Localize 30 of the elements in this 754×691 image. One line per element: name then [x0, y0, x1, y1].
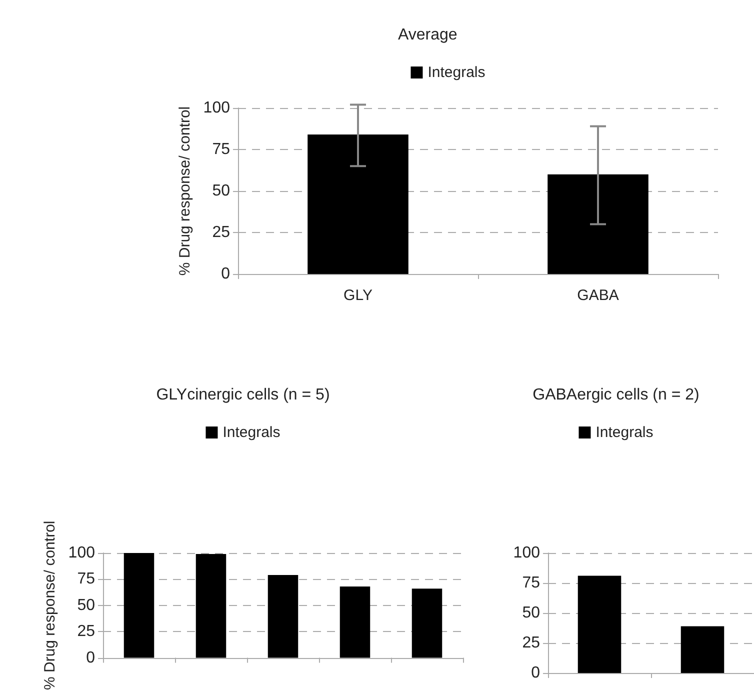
y-tick-label: 100 [68, 544, 96, 562]
y-tick-label: 25 [212, 224, 230, 241]
x-tick-label: GLY [344, 287, 372, 304]
y-tick-label: 75 [522, 574, 540, 592]
y-tick-label: 25 [77, 623, 96, 640]
x-tick-label: GABA [577, 287, 619, 304]
bar [196, 554, 226, 658]
bar [340, 586, 370, 658]
bar [124, 553, 154, 658]
y-tick-label: 0 [86, 649, 96, 666]
y-tick-label: 75 [212, 141, 230, 158]
y-tick-label: 100 [513, 544, 540, 562]
bar [268, 575, 298, 658]
legend-label: Integrals [222, 424, 280, 441]
y-axis-title: % Drug response/ control [176, 106, 194, 276]
y-tick-label: 0 [531, 664, 540, 682]
bar [412, 588, 442, 658]
chart-title: GLYcinergic cells (n = 5) [156, 386, 330, 404]
legend-label: Integrals [428, 64, 486, 81]
chart-title: GABAergic cells (n = 2) [532, 386, 700, 404]
y-tick-label: 25 [522, 634, 540, 652]
y-tick-label: 0 [221, 266, 230, 282]
legend-label: Integrals [596, 424, 654, 441]
y-tick-label: 50 [212, 182, 230, 200]
y-tick-label: 50 [522, 604, 540, 622]
y-tick-label: 50 [77, 596, 96, 614]
y-axis-title: % Drug response/ control [41, 520, 58, 690]
y-tick-label: 100 [203, 100, 230, 116]
y-tick-label: 75 [77, 570, 96, 588]
chart-title: Average [398, 26, 458, 44]
